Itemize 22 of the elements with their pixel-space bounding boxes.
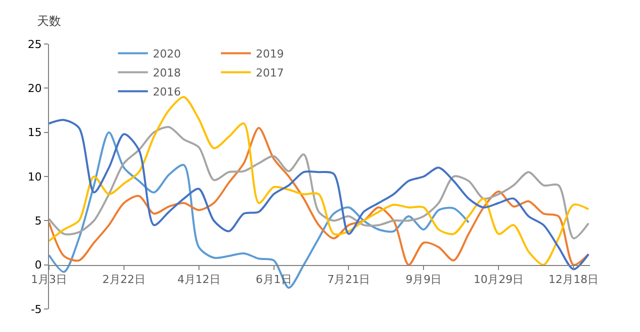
x-tick-label: 12月18日	[548, 273, 599, 286]
x-tick-label: 10月29日	[474, 273, 524, 286]
y-tick-label: 10	[28, 170, 42, 184]
x-tick-label: 9月9日	[406, 273, 442, 286]
y-tick-label: 25	[28, 38, 42, 51]
y-tick-label: 20	[28, 82, 42, 96]
y-tick-label: 15	[28, 126, 42, 140]
y-tick-label: 5	[34, 214, 42, 228]
line-series	[49, 126, 590, 240]
x-tick-label: 7月21日	[327, 273, 370, 286]
legend-label: 2019	[256, 47, 284, 60]
y-tick-label: -5	[30, 302, 42, 316]
x-tick-label: 1月3日	[31, 273, 67, 286]
y-tick-label: 0	[34, 258, 42, 272]
legend-label: 2020	[152, 47, 181, 60]
y-axis-title: 天数	[37, 14, 61, 28]
line-series	[49, 131, 470, 289]
legend-label: 2018	[152, 66, 181, 80]
legend-label: 2016	[152, 85, 181, 98]
legend-label: 2017	[256, 66, 284, 80]
x-tick-label: 4月12日	[177, 273, 220, 286]
x-tick-label: 2月22日	[102, 273, 146, 286]
